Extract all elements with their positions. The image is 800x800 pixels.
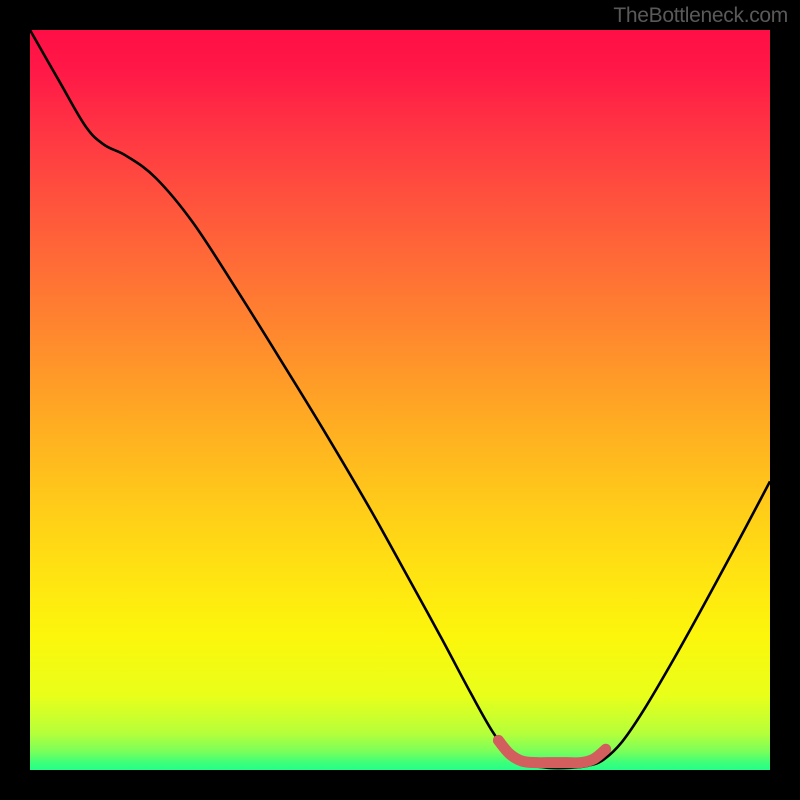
attribution-text: TheBottleneck.com <box>613 4 788 28</box>
gradient-background <box>30 30 770 770</box>
chart-svg <box>30 30 770 770</box>
bottleneck-chart <box>30 30 770 770</box>
